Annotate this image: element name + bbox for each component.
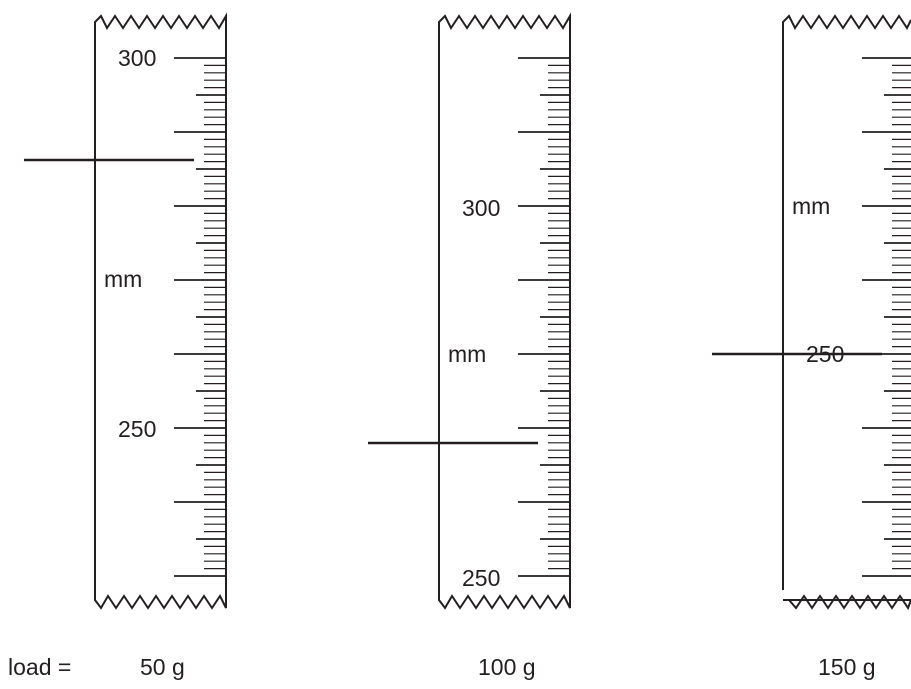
load-value-3: 150 g — [818, 654, 876, 680]
load-label: load = — [8, 654, 71, 680]
ruler-2-unit-label: mm — [448, 341, 486, 367]
ruler-1: 300 mm 250 — [24, 12, 227, 610]
ruler-2-label-300: 300 — [462, 195, 500, 221]
ruler-1-label-300: 300 — [118, 45, 156, 71]
ruler-1-label-250: 250 — [118, 416, 156, 442]
ruler-1-unit-label: mm — [104, 266, 142, 292]
ruler-3-unit-label: mm — [792, 193, 830, 219]
ruler-1-scale-ticks — [174, 57, 226, 577]
load-value-2: 100 g — [478, 654, 536, 680]
ruler-2-label-250: 250 — [462, 565, 500, 591]
ruler-3-outline — [782, 14, 911, 611]
ruler-3: mm 250 — [712, 14, 911, 611]
ruler-2-scale-ticks — [518, 57, 570, 577]
ruler-3-scale-ticks — [862, 57, 911, 577]
load-value-1: 50 g — [140, 654, 185, 680]
ruler-1-outline — [94, 12, 227, 610]
ruler-2: 300 mm 250 — [368, 12, 571, 610]
ruler-2-outline — [438, 12, 571, 610]
